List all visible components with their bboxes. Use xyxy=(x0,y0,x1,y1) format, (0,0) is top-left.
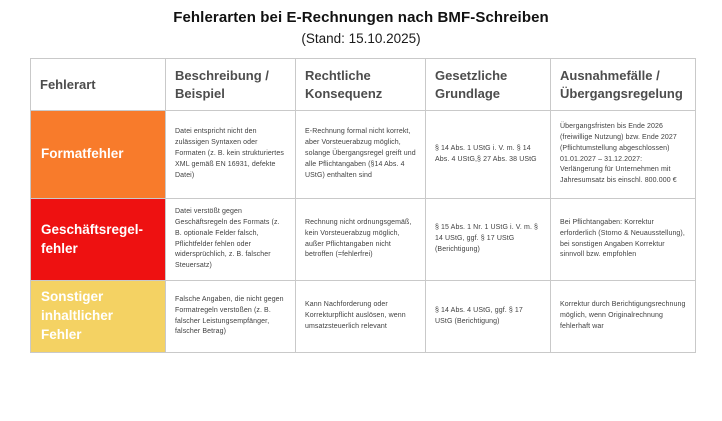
table-row-geschaeftsregelfehler: Geschäftsregel-fehler Datei verstößt geg… xyxy=(30,198,696,281)
row-label-formatfehler: Formatfehler xyxy=(30,110,166,199)
cell-sonstiger-fehler-konsequenz: Kann Nachforderung oder Korrekturpflicht… xyxy=(295,280,426,353)
column-header-fehlerart: Fehlerart xyxy=(30,58,166,111)
cell-formatfehler-grundlage: § 14 Abs. 1 UStG i. V. m. § 14 Abs. 4 US… xyxy=(425,110,551,199)
cell-sonstiger-fehler-grundlage: § 14 Abs. 4 UStG, ggf. § 17 UStG (Berich… xyxy=(425,280,551,353)
row-label-sonstiger-fehler: Sonstiger inhaltlicher Fehler xyxy=(30,280,166,353)
column-header-gesetzliche-grundlage: Gesetzliche Grundlage xyxy=(425,58,551,111)
row-label-geschaeftsregelfehler: Geschäftsregel-fehler xyxy=(30,198,166,281)
column-header-rechtliche-konsequenz: Rechtliche Konsequenz xyxy=(295,58,426,111)
column-header-ausnahmefaelle: Ausnahmefälle / Übergangsregelung xyxy=(550,58,696,111)
error-types-table: Fehlerart Beschreibung / Beispiel Rechtl… xyxy=(30,58,696,353)
cell-formatfehler-beschreibung: Datei entspricht nicht den zulässigen Sy… xyxy=(165,110,296,199)
header-row: Fehlerart Beschreibung / Beispiel Rechtl… xyxy=(30,58,696,111)
cell-formatfehler-konsequenz: E-Rechnung formal nicht korrekt, aber Vo… xyxy=(295,110,426,199)
cell-geschaeftsregelfehler-grundlage: § 15 Abs. 1 Nr. 1 UStG i. V. m. § 14 USt… xyxy=(425,198,551,281)
cell-geschaeftsregelfehler-beschreibung: Datei verstößt gegen Geschäftsregeln des… xyxy=(165,198,296,281)
column-header-beschreibung: Beschreibung / Beispiel xyxy=(165,58,296,111)
cell-sonstiger-fehler-beschreibung: Falsche Angaben, die nicht gegen Formatr… xyxy=(165,280,296,353)
cell-geschaeftsregelfehler-konsequenz: Rechnung nicht ordnungsgemäß, kein Vorst… xyxy=(295,198,426,281)
page-subtitle: (Stand: 15.10.2025) xyxy=(301,31,421,46)
cell-sonstiger-fehler-ausnahme: Korrektur durch Berichtigungsrechnung mö… xyxy=(550,280,696,353)
page-title: Fehlerarten bei E-Rechnungen nach BMF-Sc… xyxy=(173,9,549,26)
cell-geschaeftsregelfehler-ausnahme: Bei Pflichtangaben: Korrektur erforderli… xyxy=(550,198,696,281)
cell-formatfehler-ausnahme: Übergangsfristen bis Ende 2026 (freiwill… xyxy=(550,110,696,199)
table-row-formatfehler: Formatfehler Datei entspricht nicht den … xyxy=(30,110,696,199)
table-row-sonstiger-fehler: Sonstiger inhaltlicher Fehler Falsche An… xyxy=(30,280,696,353)
